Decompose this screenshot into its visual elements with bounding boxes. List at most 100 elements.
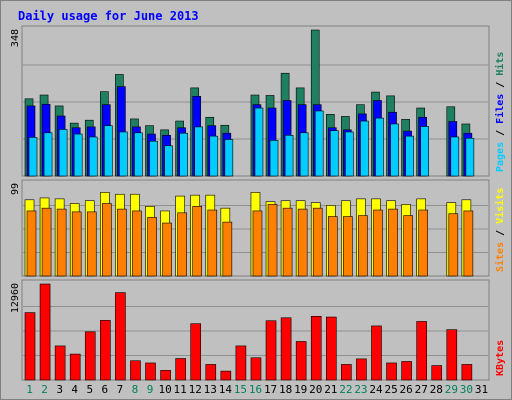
bar-sites-day-3 (56, 208, 67, 277)
x-tick-label: 11 (174, 383, 187, 396)
bar-sites-day-4 (71, 211, 82, 277)
bar-sites-day-12 (192, 206, 203, 277)
bar-kbytes-day-5 (84, 331, 96, 381)
x-tick-label: 3 (56, 383, 63, 396)
x-tick-label: 19 (294, 383, 307, 396)
bar-kbytes-day-6 (100, 320, 111, 381)
bar-kbytes-day-13 (205, 364, 217, 381)
bar-pages-day-3 (58, 129, 68, 177)
x-tick-label: 1 (26, 383, 33, 396)
x-tick-label: 26 (400, 383, 413, 396)
x-tick-label: 23 (354, 383, 367, 396)
bar-sites-day-5 (86, 211, 97, 277)
x-tick-label: 9 (147, 383, 154, 396)
bar-kbytes-day-24 (371, 325, 382, 381)
bar-sites-day-22 (343, 216, 353, 277)
x-tick-label: 28 (430, 383, 443, 396)
x-tick-label: 10 (158, 383, 171, 396)
bar-sites-day-25 (388, 208, 398, 277)
bar-pages-day-12 (194, 126, 204, 177)
bar-sites-day-18 (282, 207, 293, 277)
bar-pages-day-7 (119, 131, 128, 177)
bar-pages-day-10 (164, 145, 173, 177)
panel-middle-legend: Sites / Visits (494, 188, 506, 272)
bar-kbytes-day-8 (130, 360, 141, 381)
bar-pages-day-19 (299, 132, 309, 177)
x-tick-label: 30 (460, 383, 473, 396)
x-tick-label: 14 (219, 383, 233, 396)
bar-kbytes-day-22 (341, 364, 352, 381)
bar-pages-day-16 (254, 107, 264, 177)
bar-pages-day-27 (420, 126, 429, 177)
legend-part: / (495, 76, 506, 94)
bar-kbytes-day-15 (235, 345, 247, 381)
bar-kbytes-day-23 (356, 358, 367, 381)
x-tick-label: 16 (249, 383, 262, 396)
bar-sites-day-30 (463, 210, 474, 277)
bar-pages-day-25 (390, 123, 399, 177)
x-tick-label: 25 (384, 383, 397, 396)
x-tick-label: 17 (264, 383, 277, 396)
legend-part: Hits (494, 52, 506, 76)
bar-sites-day-17 (267, 204, 278, 277)
x-tick-label: 13 (204, 383, 217, 396)
bar-kbytes-day-29 (446, 329, 458, 381)
bar-sites-day-19 (297, 208, 308, 277)
bar-pages-day-8 (134, 132, 143, 177)
panel-top-legend: Pages / Files / Hits (494, 52, 506, 172)
bar-pages-day-1 (28, 137, 38, 177)
legend-part: Files (494, 94, 506, 124)
bar-kbytes-day-10 (160, 370, 171, 381)
bar-pages-day-30 (465, 137, 475, 177)
x-tick-label: 2 (41, 383, 48, 396)
bar-kbytes-day-14 (220, 370, 232, 381)
panel-middle: 99 Sites / Visits (10, 179, 506, 277)
x-tick-label: 22 (339, 383, 352, 396)
bar-kbytes-day-1 (24, 312, 36, 381)
bar-pages-day-4 (73, 133, 83, 177)
bar-kbytes-day-2 (39, 283, 51, 381)
bar-kbytes-day-25 (386, 362, 397, 381)
bar-pages-day-22 (345, 131, 354, 177)
x-tick-label: 12 (189, 383, 202, 396)
bar-kbytes-day-28 (431, 365, 443, 381)
panel-bottom: 12960 KBytes (10, 279, 506, 381)
bar-kbytes-day-21 (325, 316, 337, 381)
panel-top-ymax-label: 348 (10, 29, 21, 47)
bar-sites-day-1 (26, 210, 37, 277)
bar-sites-day-29 (448, 213, 459, 277)
bar-sites-day-7 (117, 208, 127, 277)
bar-sites-day-26 (403, 215, 413, 277)
panel-bottom-legend: KBytes (495, 340, 506, 376)
x-tick-label: 20 (309, 383, 322, 396)
legend-part: Sites (494, 242, 506, 272)
bar-kbytes-day-11 (175, 358, 186, 381)
bar-kbytes-day-19 (295, 341, 307, 381)
bar-pages-day-14 (224, 139, 234, 177)
panel-bottom-ymax-label: 12960 (10, 283, 21, 313)
legend-part: Visits (494, 188, 506, 224)
x-tick-label: 8 (132, 383, 139, 396)
bar-pages-day-6 (104, 125, 113, 177)
bar-pages-day-20 (314, 110, 324, 177)
legend-part: Pages (495, 142, 506, 172)
bar-sites-day-9 (147, 217, 157, 277)
bar-pages-day-26 (405, 135, 414, 177)
x-tick-label: 27 (415, 383, 428, 396)
bar-kbytes-day-9 (145, 362, 156, 381)
bar-pages-day-23 (360, 120, 369, 177)
bar-kbytes-day-30 (461, 364, 473, 381)
bar-pages-day-17 (269, 140, 279, 177)
bar-sites-day-13 (207, 209, 218, 277)
chart-title: Daily usage for June 2013 (18, 9, 199, 23)
bar-sites-day-14 (222, 221, 233, 277)
x-tick-label: 7 (117, 383, 124, 396)
legend-part: KBytes (495, 340, 506, 376)
bar-pages-day-9 (149, 140, 158, 177)
x-tick-label: 4 (71, 383, 78, 396)
x-tick-label: 18 (279, 383, 292, 396)
legend-part: / (495, 124, 506, 142)
x-tick-label: 21 (324, 383, 337, 396)
bar-sites-day-21 (327, 216, 338, 277)
bar-pages-day-21 (329, 130, 339, 177)
